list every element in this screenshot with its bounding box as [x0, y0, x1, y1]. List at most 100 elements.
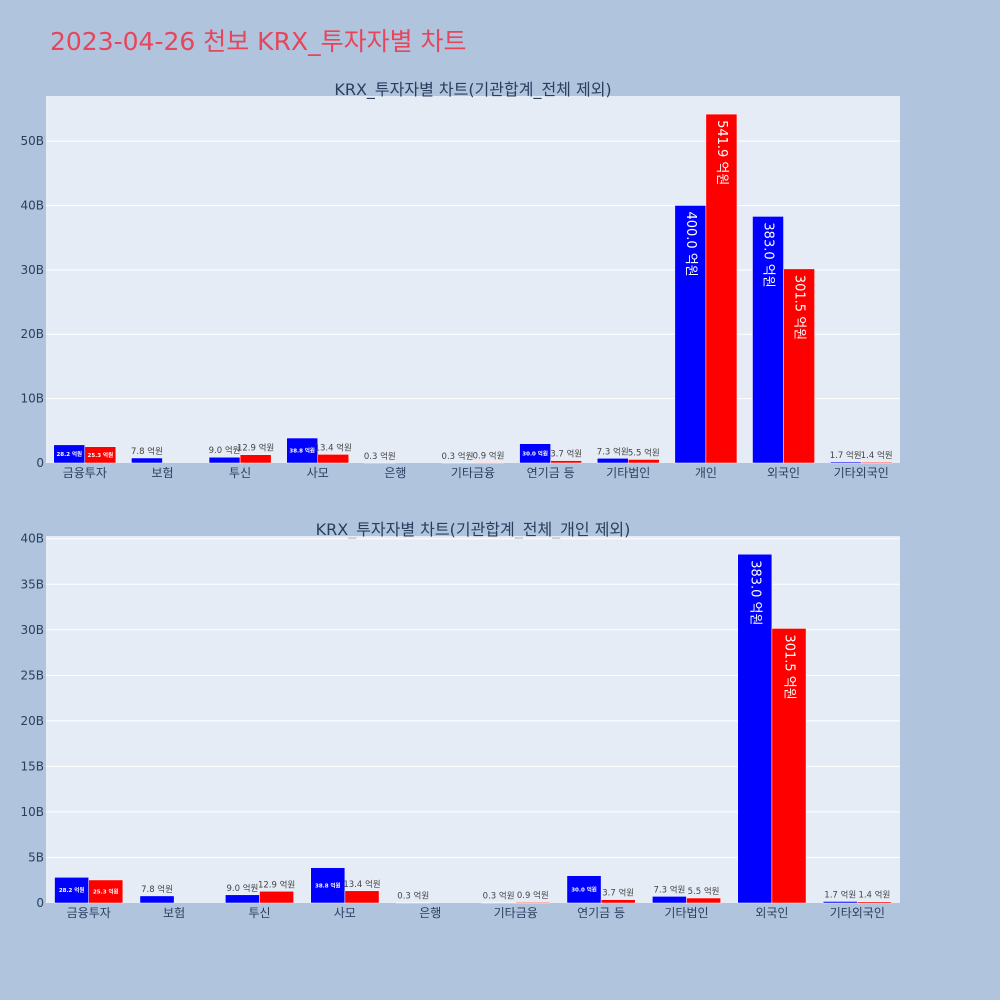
bar	[771, 628, 807, 904]
bar	[652, 896, 687, 904]
x-tick-label: 외국인	[767, 466, 800, 480]
x-tick-label: 기타법인	[664, 906, 708, 920]
bar	[208, 456, 241, 464]
bar	[131, 457, 163, 464]
chart-title: KRX_투자자별 차트(기관합계_전체_개인 제외)	[316, 520, 631, 540]
data-label: 7.8 억원	[141, 884, 173, 895]
x-tick-label: 기타금융	[494, 906, 538, 920]
y-tick-label: 30B	[20, 263, 44, 277]
bar	[860, 461, 893, 464]
bar	[239, 454, 272, 464]
x-tick-label: 외국인	[755, 906, 788, 920]
data-label: 400.0 억원	[683, 211, 698, 276]
y-tick-label: 50B	[20, 134, 44, 148]
bar	[519, 443, 551, 464]
data-label: 0.3 억원	[483, 891, 515, 902]
data-label: 12.9 억원	[258, 879, 295, 890]
data-label: 25.3 억원	[88, 451, 114, 459]
x-tick-label: 기타외국인	[830, 906, 885, 920]
data-label: 0.3 억원	[397, 891, 429, 902]
bar	[472, 462, 505, 464]
data-label: 0.3 억원	[442, 451, 474, 462]
bar	[600, 899, 636, 904]
y-tick-label: 30B	[20, 623, 44, 637]
bar	[344, 890, 380, 904]
bar	[857, 901, 892, 904]
bar	[310, 867, 346, 904]
y-tick-label: 20B	[20, 714, 44, 728]
bar	[317, 454, 350, 464]
data-label: 9.0 억원	[209, 445, 241, 456]
x-tick-label: 은행	[419, 905, 441, 920]
data-label: 9.0 억원	[226, 883, 258, 894]
chart-title: KRX_투자자별 차트(기관합계_전체 제외)	[334, 80, 611, 100]
x-tick-label: 연기금 등	[527, 466, 575, 480]
y-tick-label: 15B	[20, 759, 44, 773]
data-label: 30.0 억원	[522, 449, 548, 457]
data-label: 7.3 억원	[653, 884, 685, 895]
y-tick-label: 20B	[20, 327, 44, 341]
data-label: 0.9 억원	[473, 450, 505, 461]
y-tick-label: 5B	[28, 850, 44, 864]
bar	[566, 875, 602, 904]
x-tick-label: 사모	[334, 906, 356, 920]
data-label: 1.4 억원	[858, 890, 890, 901]
y-tick-label: 40B	[20, 198, 44, 212]
data-label: 383.0 억원	[761, 222, 776, 287]
chart-excluding-individual: KRX_투자자별 차트(기관합계_전체_개인 제외) 0 5B 10B 15B 20B 25…	[20, 520, 900, 920]
data-label: 5.5 억원	[628, 447, 660, 458]
y-tick-label: 10B	[20, 392, 44, 406]
bar	[628, 459, 660, 464]
data-label: 541.9 억원	[714, 120, 729, 185]
data-label: 28.2 억원	[56, 450, 82, 458]
data-label: 38.8 억원	[315, 881, 341, 889]
x-tick-label: 사모	[307, 466, 329, 480]
bar	[674, 205, 707, 464]
bar	[84, 446, 117, 464]
data-label: 30.0 억원	[571, 885, 597, 893]
bar	[737, 553, 773, 904]
data-label: 12.9 억원	[237, 443, 274, 454]
x-tick-label: 투신	[229, 466, 251, 480]
bar	[286, 437, 318, 464]
data-label: 28.2 억원	[59, 886, 85, 894]
data-label: 1.4 억원	[861, 450, 893, 461]
y-tick-label: 25B	[20, 668, 44, 682]
data-label: 1.7 억원	[824, 889, 856, 900]
chart-all-investors: KRX_투자자별 차트(기관합계_전체 제외) 0 10B 20B 30B 40B 50B 2…	[20, 80, 900, 480]
bar	[686, 897, 721, 904]
data-label: 7.8 억원	[131, 446, 163, 457]
x-tick-label: 기타법인	[606, 466, 650, 480]
data-label: 38.8 억원	[289, 447, 315, 455]
bar	[88, 879, 124, 904]
x-tick-label: 기타외국인	[834, 466, 889, 480]
bar	[752, 216, 784, 464]
bar	[783, 268, 815, 464]
y-tick-label: 40B	[20, 532, 44, 546]
x-tick-label: 연기금 등	[577, 906, 625, 920]
x-tick-label: 보험	[151, 466, 173, 480]
x-tick-label: 은행	[384, 465, 406, 480]
x-tick-label: 금융투자	[67, 906, 111, 920]
data-label: 3.7 억원	[550, 449, 582, 460]
y-tick-label: 35B	[20, 577, 44, 591]
data-label: 13.4 억원	[315, 442, 352, 453]
data-label: 383.0 억원	[747, 560, 762, 625]
data-label: 7.3 억원	[597, 446, 629, 457]
y-tick-label: 0	[36, 456, 44, 470]
x-tick-label: 금융투자	[63, 466, 107, 480]
x-tick-label: 보험	[163, 906, 185, 920]
bar	[705, 113, 738, 464]
page-title: 2023-04-26 천보 KRX_투자자별 차트	[50, 27, 467, 56]
data-label: 301.5 억원	[792, 275, 807, 340]
bar	[596, 458, 629, 464]
data-label: 0.3 억원	[364, 451, 396, 462]
data-label: 1.7 억원	[830, 450, 862, 461]
bar	[515, 901, 551, 904]
data-label: 13.4 억원	[343, 879, 380, 890]
bar	[259, 891, 294, 904]
x-tick-label: 투신	[248, 906, 270, 920]
data-label: 3.7 억원	[602, 888, 634, 899]
y-tick-label: 0	[36, 896, 44, 910]
